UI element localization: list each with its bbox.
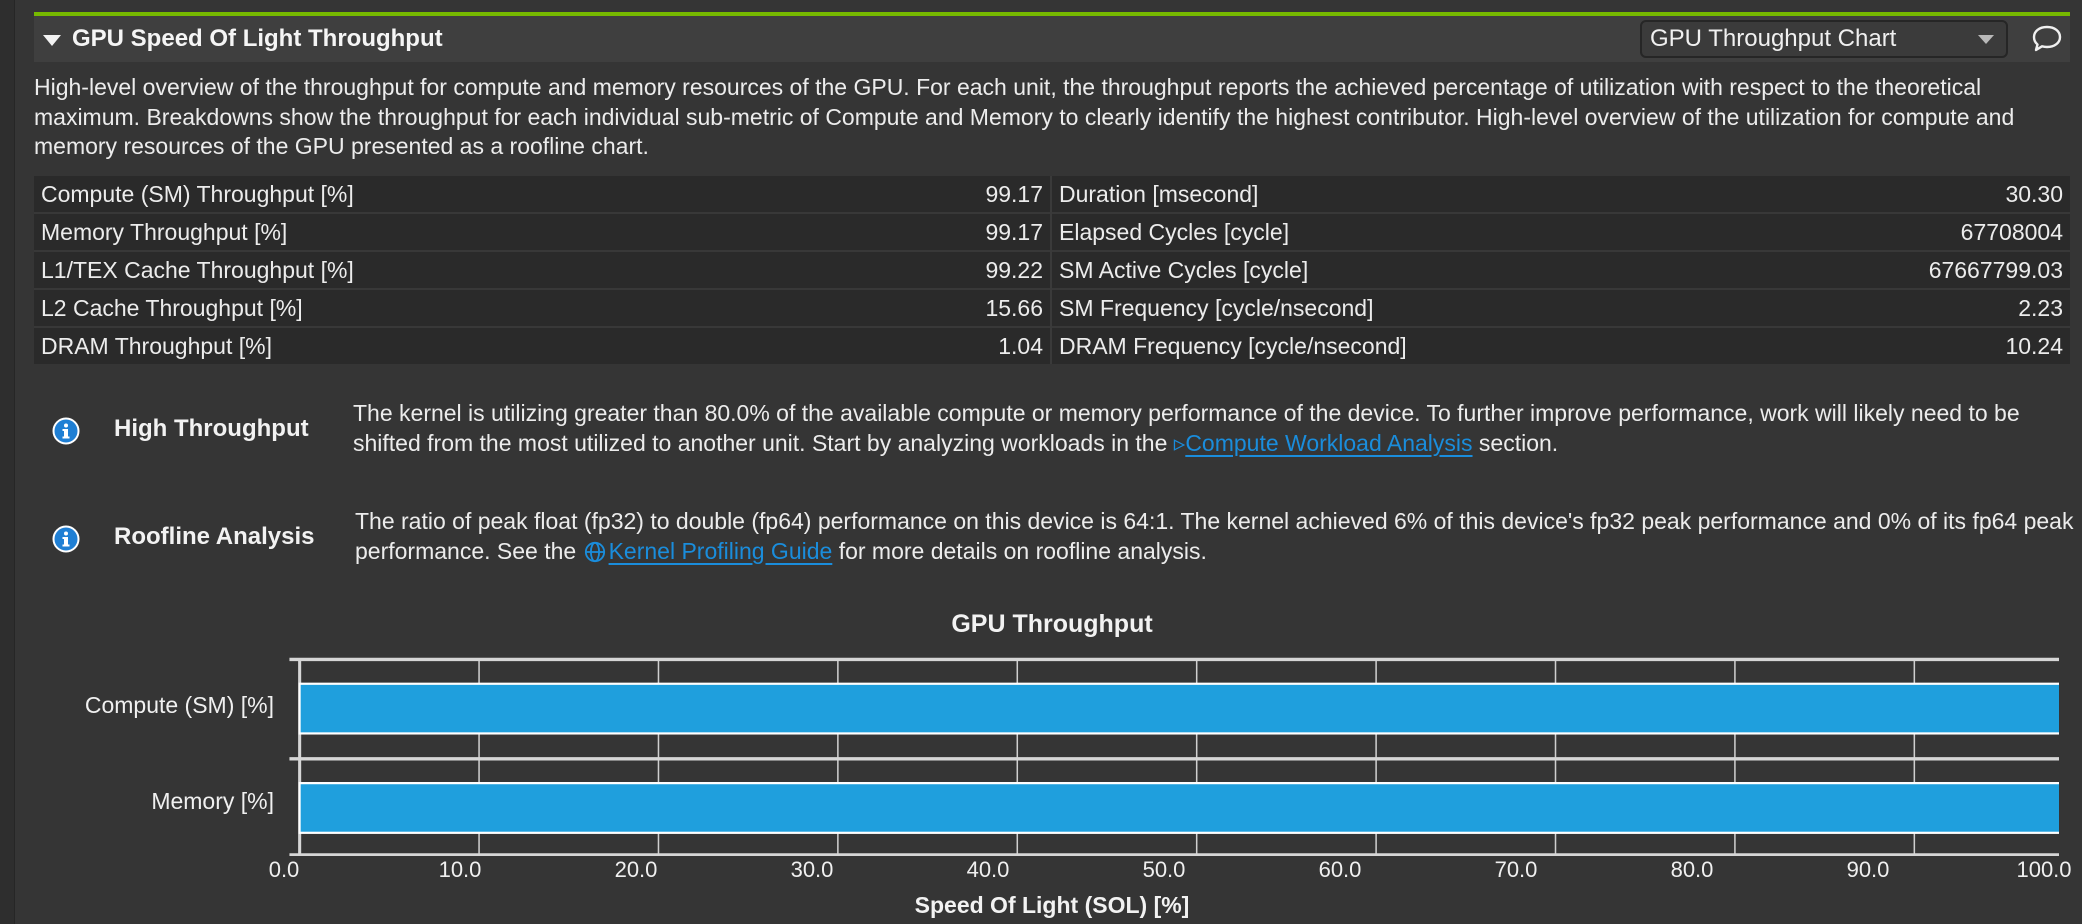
- x-tick-label: 80.0: [1670, 857, 1714, 882]
- metric-row: DRAM Throughput [%] 1.04: [34, 328, 1050, 364]
- section-accent-bar: [34, 12, 2070, 16]
- play-arrow-icon: ▹: [1173, 429, 1186, 456]
- metric-value: 99.22: [985, 256, 1043, 283]
- insight-title: High Throughput: [114, 415, 309, 442]
- metric-value: 15.66: [985, 294, 1043, 321]
- x-tick-label: 30.0: [790, 857, 834, 882]
- insight-text-tail: section.: [1472, 429, 1559, 456]
- metric-row: Duration [msecond] 30.30: [1052, 176, 2070, 214]
- metric-value: 67708004: [1960, 218, 2063, 245]
- chevron-down-icon: [1978, 34, 1994, 44]
- metrics-right-column: Duration [msecond] 30.30 Elapsed Cycles […: [1052, 176, 2070, 364]
- metric-row: L1/TEX Cache Throughput [%] 99.22: [34, 252, 1050, 290]
- kernel-profiling-guide-link[interactable]: Kernel Profiling Guide: [583, 537, 833, 564]
- metric-value: 2.23: [2018, 294, 2063, 321]
- metrics-table: Compute (SM) Throughput [%] 99.17 Memory …: [34, 176, 2070, 364]
- metric-row: SM Frequency [cycle/nsecond] 2.23: [1052, 290, 2070, 328]
- bar-compute: [298, 682, 2059, 735]
- metric-value: 10.24: [2005, 332, 2063, 359]
- globe-icon: [584, 541, 605, 562]
- collapse-caret-icon[interactable]: [43, 34, 61, 46]
- x-tick-label: 90.0: [1846, 857, 1890, 882]
- info-icon: [52, 525, 80, 553]
- metric-value: 67667799.03: [1928, 256, 2063, 283]
- x-tick-label: 40.0: [966, 857, 1010, 882]
- section-header[interactable]: GPU Speed Of Light Throughput GPU Throug…: [34, 16, 2070, 62]
- x-axis-label: Speed Of Light (SOL) [%]: [914, 892, 1190, 918]
- metric-label: DRAM Frequency [cycle/nsecond]: [1059, 332, 1407, 359]
- metric-label: Compute (SM) Throughput [%]: [41, 180, 354, 207]
- metric-value: 99.17: [985, 180, 1043, 207]
- gpu-sol-section: GPU Speed Of Light Throughput GPU Throug…: [34, 12, 2073, 918]
- metric-value: 30.30: [2005, 180, 2063, 207]
- comment-icon[interactable]: [2030, 22, 2064, 56]
- x-tick-label: 70.0: [1494, 857, 1538, 882]
- x-tick-label: 0.0: [268, 857, 300, 882]
- metric-label: L2 Cache Throughput [%]: [41, 294, 303, 321]
- section-description: High-level overview of the throughput fo…: [34, 74, 2015, 159]
- chart-title: GPU Throughput: [951, 610, 1153, 638]
- gpu-throughput-bar-chart: [289, 657, 2059, 856]
- view-selector-value: GPU Throughput Chart: [1650, 25, 1897, 52]
- metric-label: Duration [msecond]: [1059, 180, 1259, 207]
- metric-value: 99.17: [985, 218, 1043, 245]
- x-tick-label: 20.0: [614, 857, 658, 882]
- metric-label: SM Frequency [cycle/nsecond]: [1059, 294, 1374, 321]
- insight-text: The ratio of peak float (fp32) to double…: [355, 507, 2075, 566]
- metric-value: 1.04: [998, 332, 1043, 359]
- x-tick-label: 50.0: [1142, 857, 1186, 882]
- insight-text: The kernel is utilizing greater than 80.…: [353, 399, 2073, 458]
- plot-area: [289, 657, 2059, 856]
- metric-row: Elapsed Cycles [cycle] 67708004: [1052, 214, 2070, 252]
- metric-label: SM Active Cycles [cycle]: [1059, 256, 1309, 283]
- insight-title: Roofline Analysis: [114, 523, 315, 550]
- link-label: Compute Workload Analysis: [1185, 429, 1473, 456]
- insight-text-tail: for more details on roofline analysis.: [832, 537, 1207, 564]
- link-label: Kernel Profiling Guide: [608, 537, 833, 564]
- insight-text-body: The kernel is utilizing greater than 80.…: [353, 400, 2020, 456]
- metric-label: DRAM Throughput [%]: [41, 332, 272, 359]
- view-selector-dropdown[interactable]: GPU Throughput Chart: [1640, 20, 2008, 58]
- metric-label: Memory Throughput [%]: [41, 218, 288, 245]
- x-tick-label: 60.0: [1318, 857, 1362, 882]
- y-tick-label: Memory [%]: [151, 788, 274, 814]
- metric-row: DRAM Frequency [cycle/nsecond] 10.24: [1052, 328, 2070, 364]
- metrics-left-column: Compute (SM) Throughput [%] 99.17 Memory …: [34, 176, 1052, 364]
- metric-row: Compute (SM) Throughput [%] 99.17: [34, 176, 1050, 214]
- metric-row: L2 Cache Throughput [%] 15.66: [34, 290, 1050, 328]
- x-tick-label: 100.0: [2016, 857, 2072, 882]
- insight-text-body: The ratio of peak float (fp32) to double…: [355, 508, 2074, 564]
- x-tick-label: 10.0: [438, 857, 482, 882]
- info-icon: [52, 417, 80, 445]
- compute-workload-analysis-link[interactable]: ▹Compute Workload Analysis: [1174, 430, 1473, 456]
- y-tick-label: Compute (SM) [%]: [84, 692, 274, 718]
- metric-row: Memory Throughput [%] 99.17: [34, 214, 1050, 252]
- section-title: GPU Speed Of Light Throughput: [72, 25, 443, 52]
- metric-label: Elapsed Cycles [cycle]: [1059, 218, 1290, 245]
- bar-memory: [298, 782, 2059, 834]
- left-gutter: [0, 0, 15, 924]
- metric-row: SM Active Cycles [cycle] 67667799.03: [1052, 252, 2070, 290]
- metric-label: L1/TEX Cache Throughput [%]: [41, 256, 354, 283]
